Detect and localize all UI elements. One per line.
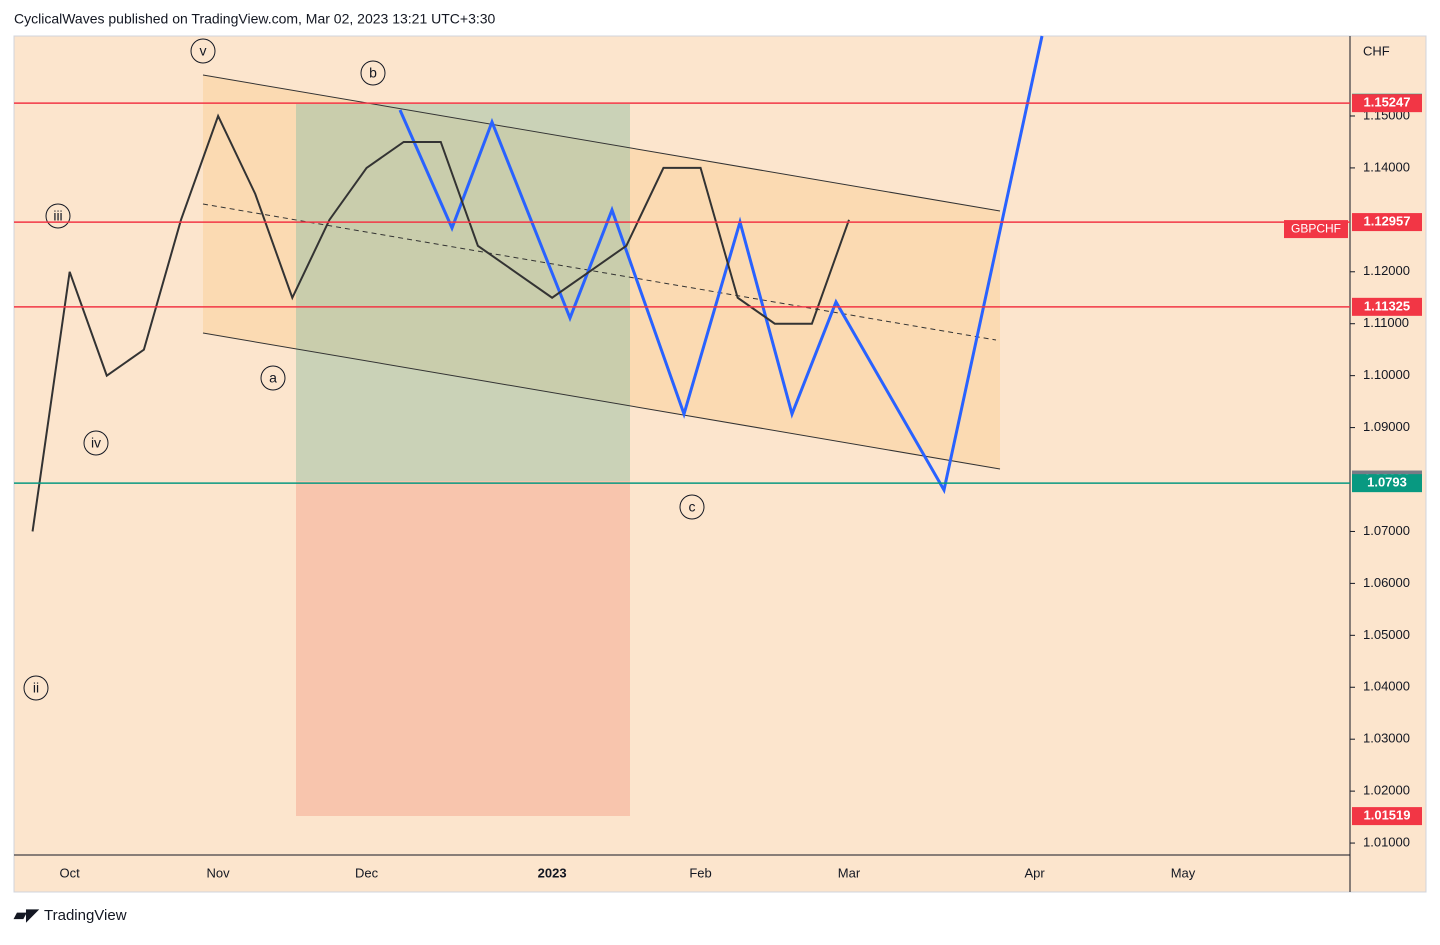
wave-label: v — [200, 43, 207, 59]
price-tag-label: 1.11325 — [1364, 298, 1410, 313]
x-tick-label: Feb — [689, 865, 711, 880]
y-tick-label: 1.04000 — [1363, 679, 1410, 694]
y-tick-label: 1.03000 — [1363, 731, 1410, 746]
wave-circle — [45, 203, 71, 229]
y-tick-label: 1.12000 — [1363, 263, 1410, 278]
wave-label: c — [689, 499, 696, 515]
brand-logo: ▰◤ — [13, 907, 40, 924]
symbol-label: GBPCHF — [1291, 221, 1341, 235]
footer: TradingView — [44, 907, 127, 924]
x-tick-label: Dec — [355, 865, 379, 880]
symbol-tag — [1284, 220, 1348, 239]
y-tick-label: 1.02000 — [1363, 783, 1410, 798]
header: CyclicalWaves published on TradingView.c… — [14, 11, 496, 27]
wave-circle — [190, 38, 216, 64]
wave-label: b — [369, 65, 377, 81]
price-tag-label: 1.15247 — [1364, 95, 1411, 110]
y-tick-label: 1.11000 — [1363, 315, 1409, 330]
channel-mid — [202, 203, 997, 341]
stop-box — [296, 481, 630, 816]
price-tag — [1352, 807, 1422, 826]
x-tick-label: Nov — [207, 865, 231, 880]
wave-label: a — [269, 370, 277, 386]
channel-top — [202, 74, 1001, 212]
y-tick-label: 1.14000 — [1363, 159, 1410, 174]
channel-bottom — [202, 332, 1001, 470]
wave-label: iv — [91, 435, 101, 451]
x-tick-label: Apr — [1024, 865, 1045, 880]
y-tick-label: 1.07000 — [1363, 523, 1410, 538]
price-tag-label: 1.0793 — [1367, 475, 1407, 490]
wave-label: iii — [53, 208, 62, 224]
price-tag — [1352, 94, 1422, 113]
wave-circle — [360, 60, 386, 86]
price-tag — [1352, 297, 1422, 316]
price-tag-label: 1.12957 — [1364, 214, 1411, 229]
price-tag — [1352, 213, 1422, 232]
y-tick-label: 1.05000 — [1363, 627, 1410, 642]
wave-label: ii — [33, 680, 39, 696]
wave-circle — [260, 365, 286, 391]
y-tick-label: 1.09000 — [1363, 419, 1410, 434]
wave-circle — [679, 494, 705, 520]
price-tag — [1352, 474, 1422, 493]
x-tick-label: Oct — [60, 865, 81, 880]
currency: CHF — [1363, 43, 1390, 58]
wave-circle — [83, 430, 109, 456]
x-tick-label: 2023 — [538, 865, 567, 880]
price-line — [31, 113, 850, 532]
price-tag-label: 1.01519 — [1364, 808, 1411, 823]
wave-labels: v b iii a iv ii c — [23, 38, 705, 701]
y-tick-label: 1.10000 — [1363, 367, 1410, 382]
x-tick-label: May — [1171, 865, 1196, 880]
projection — [398, 35, 1044, 495]
y-tick-label: 1.01000 — [1363, 834, 1410, 849]
wave-circle — [23, 675, 49, 701]
x-tick-label: Mar — [838, 865, 861, 880]
target-box — [296, 104, 630, 481]
y-tick-label: 1.06000 — [1363, 575, 1410, 590]
